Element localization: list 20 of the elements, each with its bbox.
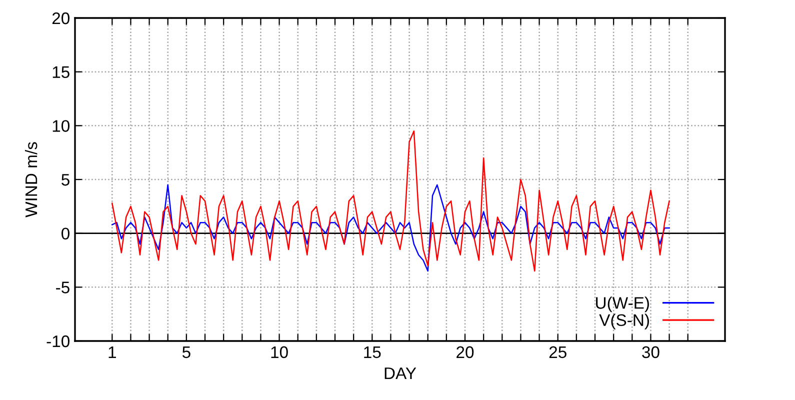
x-tick-label: 1 xyxy=(108,346,116,358)
x-axis-title: DAY xyxy=(384,368,416,380)
y-tick-label: 20 xyxy=(52,12,70,24)
line-series xyxy=(112,184,670,272)
x-tick-label: 10 xyxy=(271,346,288,358)
y-axis-title: WIND m/s xyxy=(24,142,38,218)
y-tick-label: 15 xyxy=(52,66,70,78)
legend-label: V(S-N) xyxy=(599,314,649,330)
y-tick-label: 5 xyxy=(62,174,70,186)
y-tick-label: 0 xyxy=(62,228,70,240)
legend-label: U(W-E) xyxy=(596,296,649,312)
x-tick-label: 20 xyxy=(456,346,474,358)
x-tick-label: 25 xyxy=(549,346,566,358)
y-tick-label: -5 xyxy=(56,282,70,294)
y-tick-label: -10 xyxy=(46,335,70,348)
x-tick-label: 5 xyxy=(182,346,190,358)
line-series xyxy=(112,130,670,272)
x-tick-label: 15 xyxy=(364,346,381,358)
x-tick-label: 30 xyxy=(642,346,660,358)
y-tick-label: 10 xyxy=(52,120,70,132)
